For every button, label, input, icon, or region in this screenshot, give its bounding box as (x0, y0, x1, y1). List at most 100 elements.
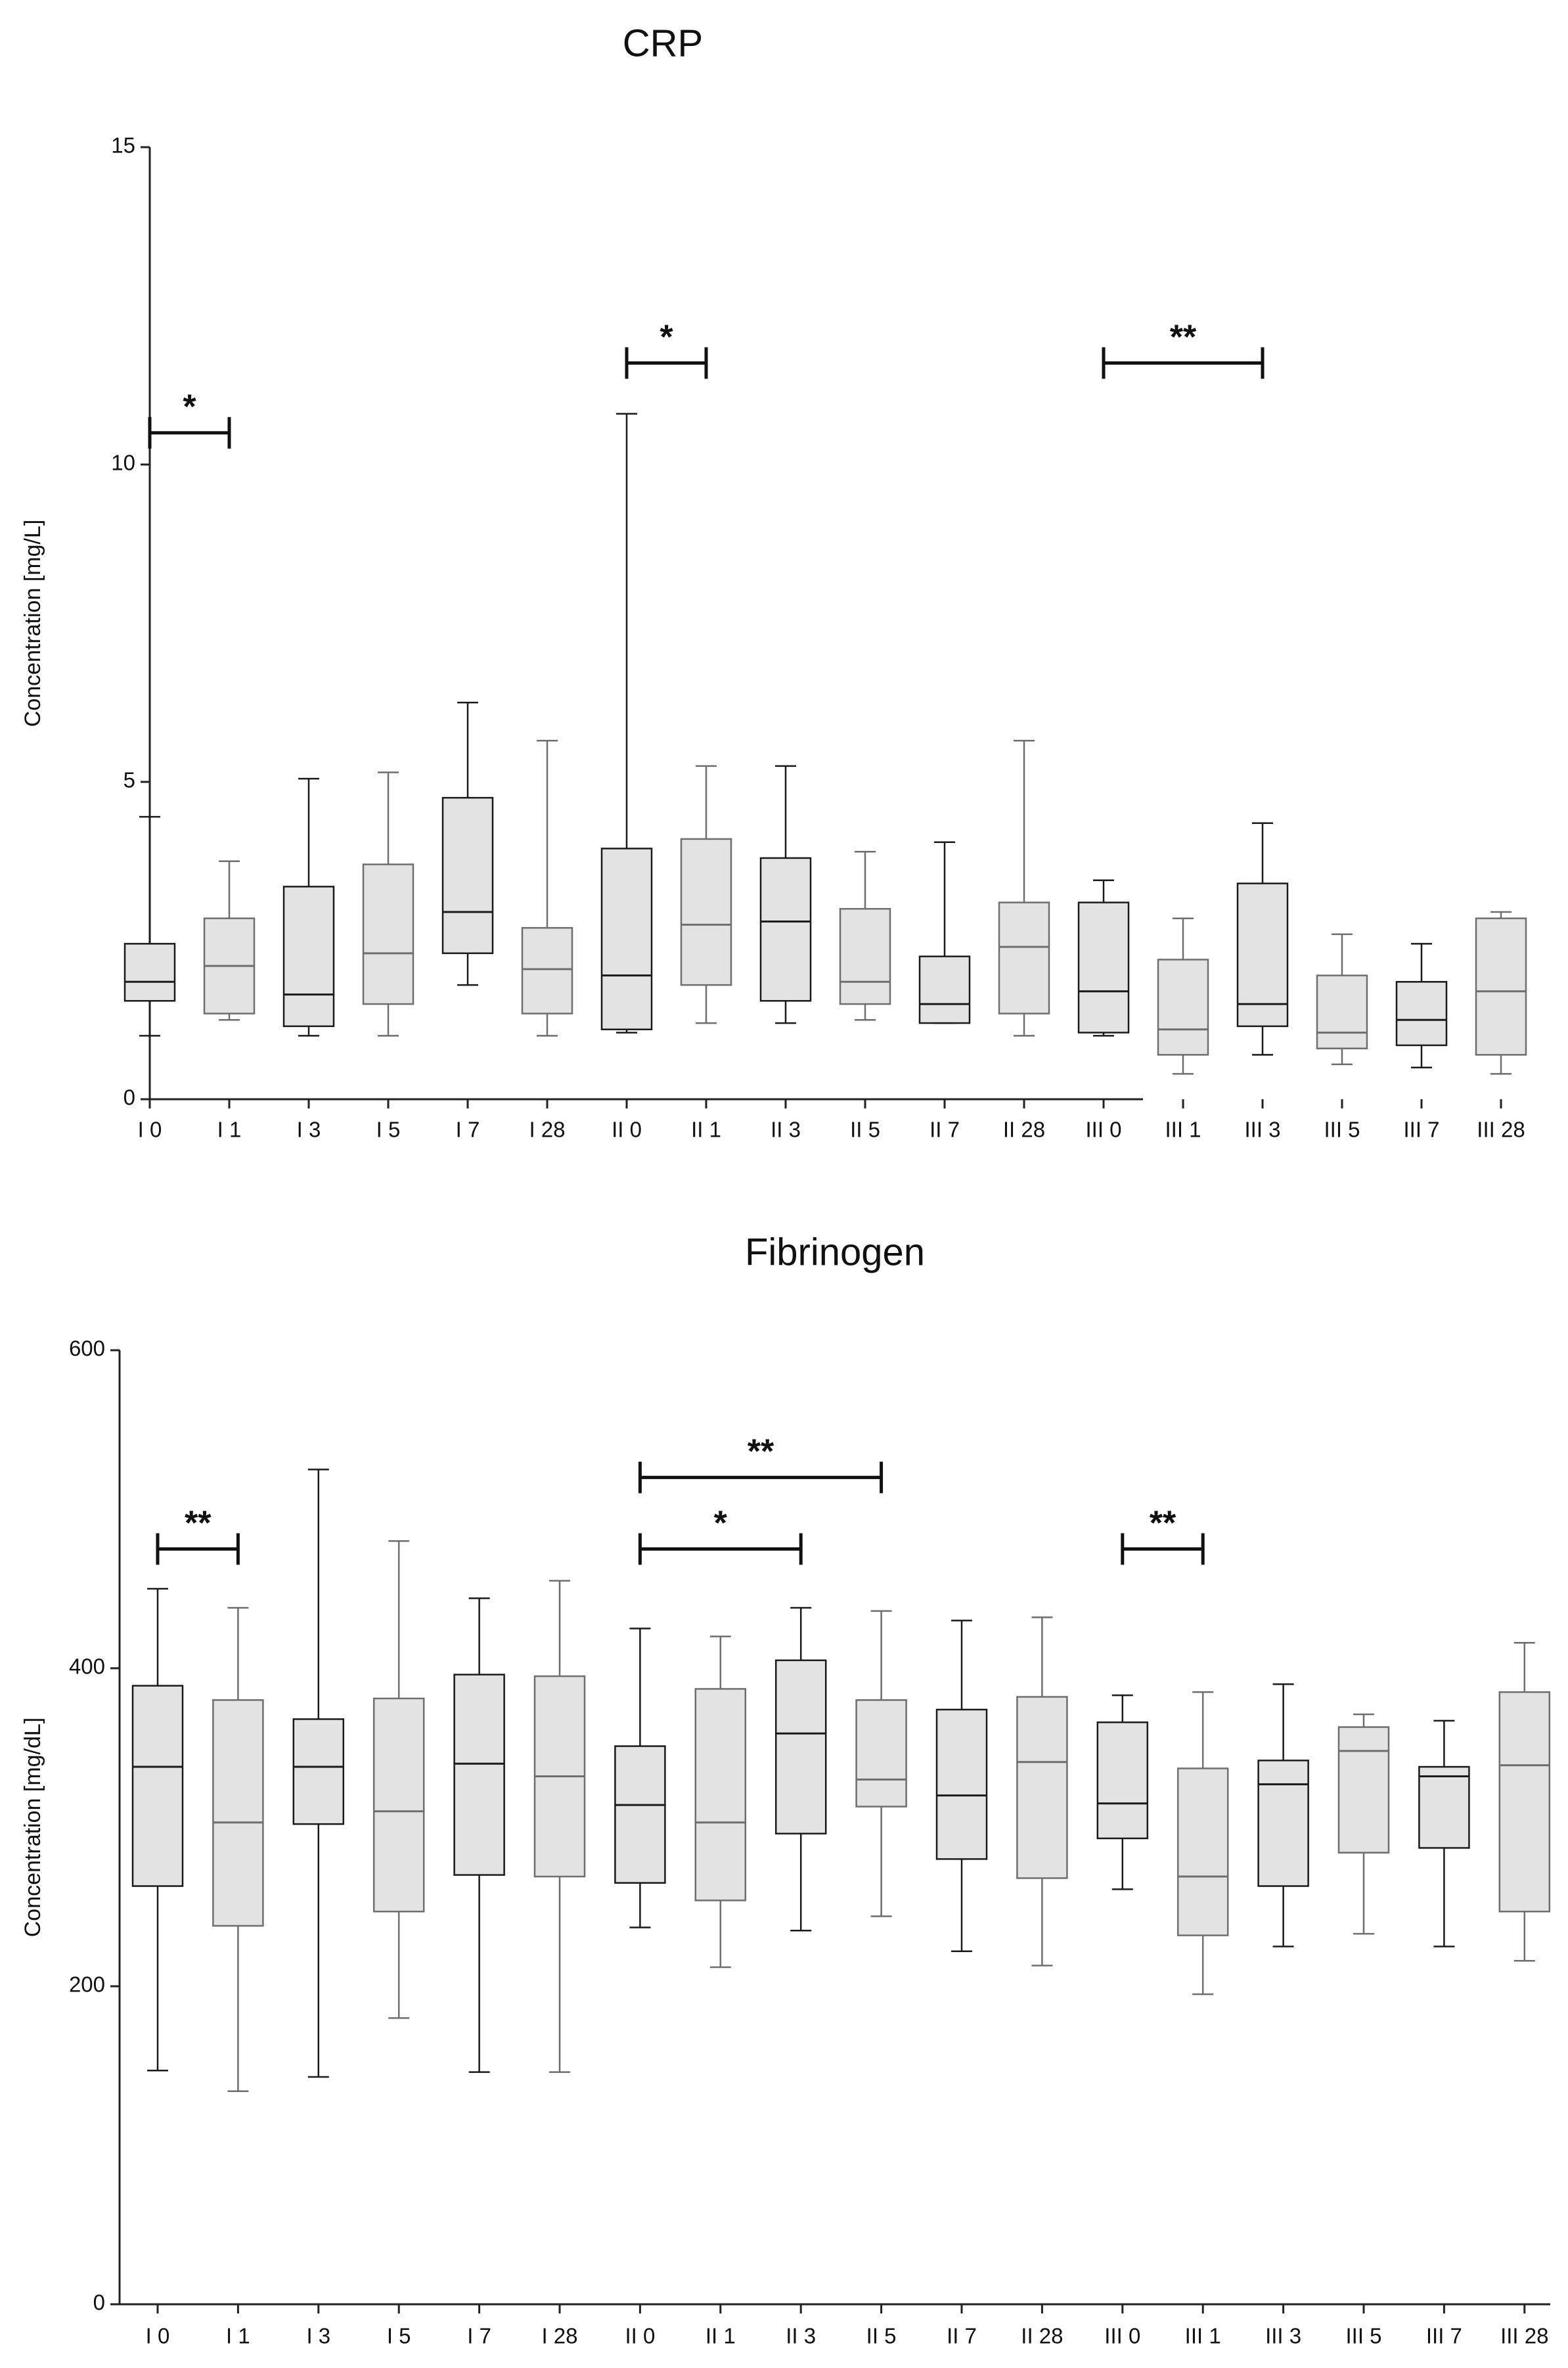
box-II-0 (614, 1628, 666, 1928)
box-II-28 (998, 739, 1050, 1037)
iqr-box (453, 1674, 505, 1876)
iqr-box (1236, 882, 1289, 1028)
y-tick-label: 200 (69, 1972, 105, 1997)
x-tick-label: II 0 (612, 1118, 642, 1142)
box-III-3 (1257, 1683, 1309, 1947)
iqr-box (123, 943, 176, 1002)
significance-label: ** (748, 1433, 774, 1471)
box-I-1 (212, 1606, 264, 2092)
y-tick-label: 5 (123, 768, 135, 792)
x-tick-label: I 1 (226, 2324, 250, 2348)
box-II-3 (759, 765, 812, 1024)
chart-panel-2: Fibrinogen 0 200 400 600 Concentration [mg/dL… (20, 1231, 1551, 2348)
x-tick-label: II 1 (691, 1118, 721, 1142)
x-tick-label: II 0 (625, 2324, 655, 2348)
box-III-7 (1418, 1719, 1470, 1947)
x-tick-label: III 1 (1165, 1118, 1201, 1142)
x-tick-label: I 7 (456, 1118, 480, 1142)
x-tick-label: III 3 (1244, 1118, 1280, 1142)
significance-label: ** (1150, 1505, 1176, 1543)
iqr-box (680, 838, 732, 986)
x-tick-label: III 7 (1403, 1118, 1439, 1142)
iqr-box (372, 1697, 425, 1913)
x-tick-label: I 1 (217, 1118, 242, 1142)
x-tick-label: III 5 (1345, 2324, 1381, 2348)
x-tick-label: I 28 (529, 1118, 565, 1142)
box-I-5 (362, 771, 414, 1037)
significance-bracket: * (148, 388, 231, 449)
x-tick-label: III 3 (1265, 2324, 1301, 2348)
x-tick-label: II 3 (771, 1118, 801, 1142)
significance-bracket: ** (1102, 318, 1265, 379)
y-tick-label: 600 (69, 1336, 105, 1361)
x-tick-label: II 5 (866, 2324, 897, 2348)
y-axis-label: Concentration [mg/dL] (20, 1718, 45, 1938)
chart-title: CRP (623, 22, 703, 64)
iqr-box (839, 907, 891, 1005)
iqr-box (759, 857, 812, 1002)
box-I-0 (131, 1587, 184, 2072)
iqr-box (441, 796, 494, 955)
x-tick-label: II 28 (1021, 2324, 1063, 2348)
y-axis-label: Concentration [mg/L] (20, 520, 45, 727)
iqr-box (1337, 1726, 1390, 1854)
iqr-box (292, 1718, 345, 1825)
y-tick-label: 0 (93, 2290, 105, 2315)
iqr-box (1096, 1721, 1149, 1840)
iqr-box (1418, 1765, 1470, 1849)
iqr-box (998, 901, 1050, 1014)
x-tick-label: II 7 (930, 1118, 960, 1142)
x-tick-label: II 5 (850, 1118, 880, 1142)
iqr-box (362, 863, 414, 1005)
x-tick-label: II 1 (706, 2324, 736, 2348)
significance-label: * (183, 388, 196, 426)
iqr-box (694, 1688, 747, 1901)
iqr-box (855, 1699, 907, 1808)
x-tick-label: I 5 (387, 2324, 411, 2348)
box-I-5 (372, 1540, 425, 2019)
box-I-3 (292, 1469, 345, 2078)
iqr-box (1395, 981, 1448, 1047)
x-tick-label: I 7 (467, 2324, 491, 2348)
significance-bracket: ** (1121, 1505, 1205, 1565)
box-III-1 (1157, 917, 1209, 1075)
y-tick-label: 0 (123, 1085, 135, 1110)
x-tick-label: III 1 (1185, 2324, 1221, 2348)
y-tick-label: 400 (69, 1654, 105, 1679)
iqr-box (282, 886, 335, 1028)
iqr-box (1257, 1760, 1309, 1887)
iqr-box (1157, 959, 1209, 1056)
x-tick-label: III 0 (1085, 1118, 1121, 1142)
chart-title: Fibrinogen (745, 1231, 925, 1273)
iqr-box (1016, 1696, 1068, 1879)
x-tick-label: I 28 (541, 2324, 577, 2348)
chart-panel-1: CRP 0 5 10 15 Concentration [mg/L] I 0 I 1 I 3 I … (20, 22, 1527, 1142)
x-tick-label: II 3 (786, 2324, 816, 2348)
box-II-0 (600, 413, 653, 1034)
significance-bracket: * (625, 318, 708, 379)
box-II-28 (1016, 1616, 1068, 1967)
box-III-3 (1236, 822, 1289, 1056)
box-I-7 (441, 702, 494, 986)
box-II-7 (935, 1620, 988, 1953)
x-tick-label: I 3 (297, 1118, 321, 1142)
x-tick-label: II 7 (947, 2324, 977, 2348)
box-III-0 (1077, 879, 1130, 1037)
box-II-1 (694, 1635, 747, 1969)
box-II-3 (774, 1606, 827, 1932)
x-tick-label: II 28 (1003, 1118, 1045, 1142)
box-I-0 (123, 815, 176, 1037)
x-tick-label: III 0 (1104, 2324, 1140, 2348)
significance-bracket: ** (156, 1505, 240, 1565)
iqr-box (212, 1699, 264, 1927)
significance-bracket: * (638, 1505, 803, 1565)
box-I-3 (282, 777, 335, 1037)
y-tick-label: 15 (111, 133, 135, 158)
box-II-1 (680, 765, 732, 1024)
box-II-5 (855, 1610, 907, 1917)
x-tick-label: III 7 (1426, 2324, 1462, 2348)
box-III-5 (1337, 1713, 1390, 1935)
significance-label: ** (1170, 318, 1197, 356)
iqr-box (1077, 901, 1130, 1034)
